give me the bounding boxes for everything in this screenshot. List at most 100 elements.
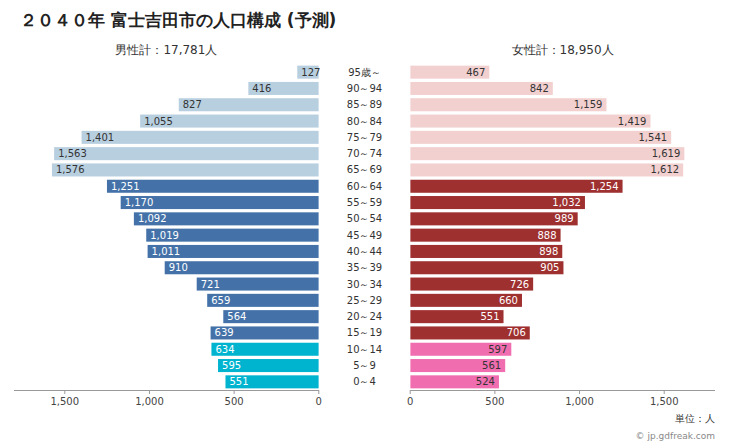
bar [410,115,650,128]
bar [410,196,585,209]
bar [410,294,522,307]
data-labels: 1274168271,0551,4011,5631,5761,2511,1701… [56,67,320,388]
bar [410,245,562,258]
data-label: 1,019 [150,230,179,241]
tick-label: 500 [225,396,244,407]
bar [223,310,318,323]
category-label: 65～69 [347,164,382,175]
data-label: 127 [301,67,320,78]
tick-mark [664,390,665,394]
data-label: 721 [201,279,220,290]
bar [410,343,511,356]
tick-mark [318,390,319,394]
data-label: 1,612 [651,164,680,175]
category-label: 40～44 [347,246,382,257]
data-label: 416 [252,83,271,94]
data-label: 1,055 [144,116,173,127]
data-label: 634 [215,344,234,355]
data-label: 561 [482,360,501,371]
category-label: 50～54 [347,213,382,224]
category-labels: 95歳～90～9485～8980～8475～7970～7465～6960～645… [347,67,382,388]
series-header: 男性計：17,781人 [115,43,217,57]
category-label: 75～79 [347,132,382,143]
data-label: 660 [499,295,518,306]
data-label: 1,541 [639,132,668,143]
bar [410,310,503,323]
bar [218,359,319,372]
category-label: 30～34 [347,279,382,290]
tick-label: 1,500 [50,396,79,407]
axis-line [410,390,715,391]
bars [410,66,684,389]
data-label: 1,092 [138,213,167,224]
tick-mark [149,390,150,394]
bar [211,343,318,356]
bar [410,131,671,144]
data-label: 1,254 [590,181,619,192]
bar [410,212,577,225]
data-label: 989 [555,213,574,224]
data-label: 1,576 [56,164,85,175]
data-label: 910 [169,262,188,273]
data-label: 1,419 [618,116,647,127]
series-header: 女性計：18,950人 [512,43,614,57]
bar [165,261,319,274]
category-label: 10～14 [347,344,382,355]
bar [410,326,530,339]
data-label: 726 [510,279,529,290]
bar [225,375,318,388]
x-axis: 05001,0001,500 [407,390,715,407]
bar [82,131,319,144]
bar [410,278,533,291]
tick-label: 0 [407,396,413,407]
category-label: 95歳～ [348,67,381,78]
chart: ２０４０年 富士吉田市の人口構成 (予測)男性計：17,781人12741682… [0,0,729,446]
panel-1: 女性計：18,950人 467 842 1,159 1,419 1,541 1,619 1,6… [407,43,715,407]
bars [52,66,319,389]
bar [410,180,622,193]
annotation: © jp.gdfreak.com [636,431,715,441]
category-label: 5～9 [353,360,376,371]
bar [248,82,318,95]
annotation: 単位：人 [675,413,715,424]
data-label: 659 [211,295,230,306]
category-label: 80～84 [347,116,382,127]
category-label: 85～89 [347,99,382,110]
data-label: 1,159 [574,99,603,110]
bar [410,229,560,242]
data-label: 467 [466,67,485,78]
tick-label: 1,000 [565,396,594,407]
bar [140,115,319,128]
category-label: 25～29 [347,295,382,306]
category-label: 90～94 [347,83,382,94]
tick-label: 0 [316,396,322,407]
bar [148,245,319,258]
category-label: 45～49 [347,230,382,241]
data-label: 1,619 [652,148,681,159]
bar [179,98,319,111]
data-label: 639 [215,327,234,338]
axis-line [14,390,319,391]
bar [134,212,319,225]
bar [410,147,684,160]
category-label: 20～24 [347,311,382,322]
data-label: 524 [476,376,495,387]
data-label: 842 [530,83,549,94]
bar [54,147,319,160]
data-label: 1,251 [111,181,140,192]
category-label: 35～39 [347,262,382,273]
category-label: 55～59 [347,197,382,208]
x-axis: 05001,0001,500 [14,390,322,407]
data-label: 888 [537,230,556,241]
bar [197,278,319,291]
tick-label: 1,500 [650,396,679,407]
data-label: 905 [540,262,559,273]
tick-mark [64,390,65,394]
bar [410,375,499,388]
data-label: 1,011 [152,246,181,257]
bar [121,196,319,209]
bar [107,180,319,193]
data-label: 551 [480,311,499,322]
data-label: 551 [229,376,248,387]
data-label: 1,032 [552,197,581,208]
